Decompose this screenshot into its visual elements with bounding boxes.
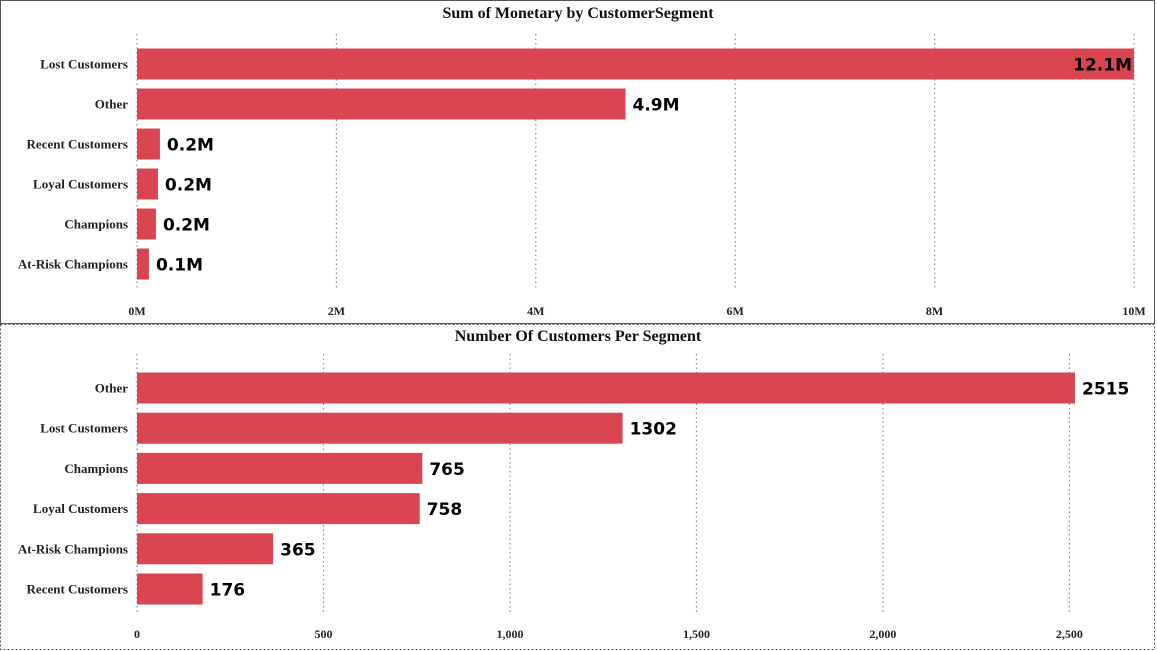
category-label: Lost Customers <box>40 57 128 72</box>
bar[interactable] <box>137 128 160 160</box>
bar[interactable] <box>137 48 1134 80</box>
data-label: 176 <box>210 581 246 601</box>
bar[interactable] <box>137 452 423 484</box>
x-tick-label: 2,000 <box>869 627 896 641</box>
bar[interactable] <box>137 372 1076 404</box>
data-label: 765 <box>429 460 465 480</box>
category-label: Loyal Customers <box>33 177 128 192</box>
category-label: Other <box>95 97 128 112</box>
category-label: Recent Customers <box>27 582 128 597</box>
x-tick-label: 10M <box>1122 304 1145 318</box>
bar[interactable] <box>137 412 623 444</box>
category-label: Champions <box>64 461 128 476</box>
data-label: 0.2M <box>167 136 214 156</box>
bar[interactable] <box>137 248 149 280</box>
monetary-chart-frame <box>0 0 1155 324</box>
category-label: At-Risk Champions <box>18 541 128 556</box>
data-label: 4.9M <box>633 96 680 116</box>
customers-chart-frame <box>0 324 1155 650</box>
category-label: At-Risk Champions <box>18 257 128 272</box>
chart-title: Sum of Monetary by CustomerSegment <box>442 5 714 22</box>
x-tick-label: 500 <box>314 627 332 641</box>
x-tick-label: 2M <box>328 304 345 318</box>
bar[interactable] <box>137 493 420 525</box>
bar[interactable] <box>137 573 203 605</box>
data-label: 0.1M <box>156 256 203 276</box>
monetary-by-segment-chart: Sum of Monetary by CustomerSegment 0M 2M 4M… <box>18 5 1146 318</box>
data-label: 1302 <box>630 420 677 440</box>
data-label: 0.2M <box>165 176 212 196</box>
category-label: Lost Customers <box>40 421 128 436</box>
category-label: Champions <box>64 217 128 232</box>
x-tick-label: 8M <box>926 304 943 318</box>
bar[interactable] <box>137 168 158 200</box>
x-tick-label: 0M <box>128 304 145 318</box>
customers-per-segment-chart: Number Of Customers Per Segment 0 500 1,000… <box>18 328 1130 641</box>
data-label: 758 <box>427 500 463 520</box>
chart-title: Number Of Customers Per Segment <box>455 328 702 345</box>
bar[interactable] <box>137 88 626 120</box>
data-label: 0.2M <box>163 216 210 236</box>
category-label: Other <box>95 381 128 396</box>
x-tick-label: 2,500 <box>1056 627 1083 641</box>
x-tick-label: 6M <box>727 304 744 318</box>
bar[interactable] <box>137 208 156 240</box>
x-tick-label: 4M <box>527 304 544 318</box>
data-label: 12.1M <box>1073 56 1132 76</box>
data-label: 2515 <box>1082 380 1129 400</box>
category-label: Loyal Customers <box>33 501 128 516</box>
x-tick-label: 0 <box>134 627 140 641</box>
category-label: Recent Customers <box>27 137 128 152</box>
data-label: 365 <box>280 540 316 560</box>
bar[interactable] <box>137 533 274 565</box>
x-tick-label: 1,000 <box>496 627 523 641</box>
x-tick-label: 1,500 <box>683 627 710 641</box>
